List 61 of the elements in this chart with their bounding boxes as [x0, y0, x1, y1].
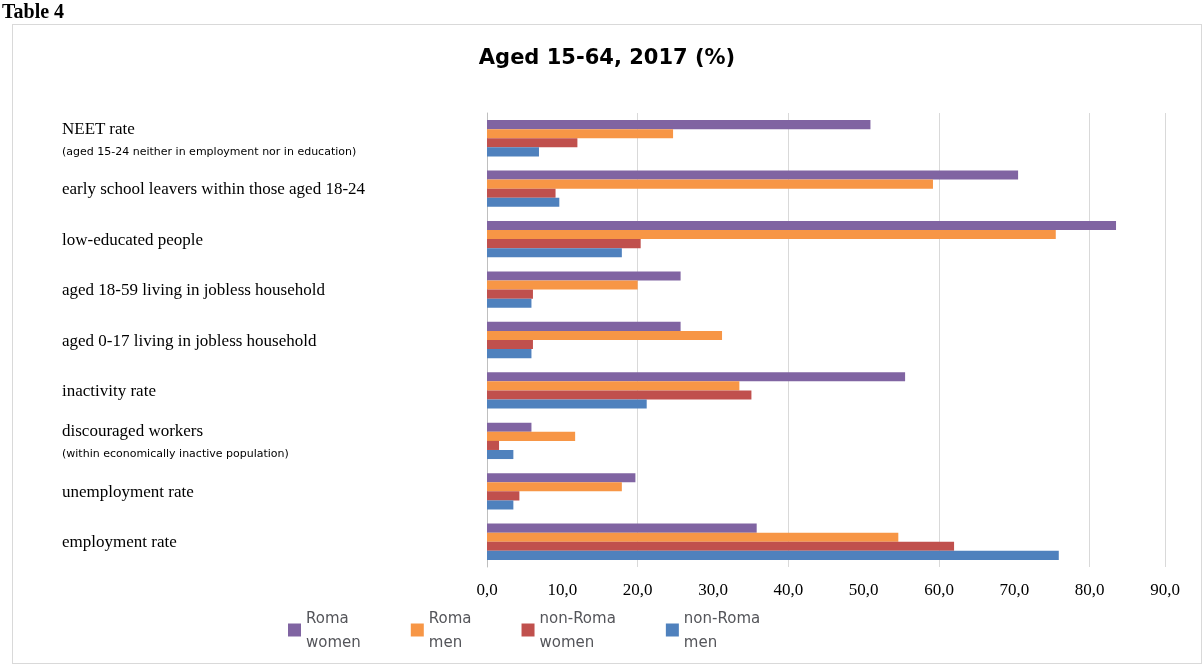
bar [487, 541, 955, 551]
bar [487, 422, 532, 432]
y-tick-label: NEET rate (aged 15-24 neither in employment nor in education) [62, 118, 357, 158]
bar [487, 197, 560, 207]
x-tick-label: 90,0 [1150, 580, 1180, 599]
bar [487, 138, 578, 148]
bar [487, 321, 681, 331]
y-tick-label: employment rate [62, 532, 177, 552]
bar [487, 248, 622, 258]
bar [487, 147, 539, 157]
y-tick-label: unemployment rate [62, 481, 194, 501]
x-tick-label: 10,0 [547, 580, 578, 599]
bar [487, 500, 514, 510]
x-tick-label: 60,0 [924, 580, 954, 599]
x-tick-label: 0,0 [476, 580, 498, 599]
bar [487, 550, 1059, 560]
y-tick-label: aged 18-59 living in jobless household [62, 280, 326, 300]
bar [487, 271, 681, 281]
bar [487, 523, 757, 533]
bar [487, 491, 520, 501]
legend-label: Roma women [306, 609, 361, 651]
legend-label: non-Roma women [539, 609, 616, 651]
bar [487, 532, 899, 542]
bar [487, 381, 740, 391]
legend-label: non-Roma men [683, 609, 761, 651]
bar [487, 239, 641, 249]
caption: Table 4 [2, 0, 65, 23]
bar [487, 482, 622, 492]
bar [487, 431, 576, 441]
bar [487, 129, 674, 139]
bar [487, 179, 933, 189]
bar [487, 340, 533, 350]
x-tick-label: 80,0 [1074, 580, 1105, 599]
bar [487, 330, 723, 340]
bar [487, 399, 647, 409]
bar [487, 170, 1019, 180]
y-tick-label: discouraged workers (within economically inactive population) [62, 421, 289, 461]
bar [487, 390, 752, 400]
x-tick-label: 30,0 [698, 580, 728, 599]
bar [487, 372, 906, 382]
chart-title: Aged 15-64, 2017 (%) [478, 44, 736, 69]
bar [487, 440, 500, 450]
bar [487, 449, 514, 460]
bar [487, 188, 556, 198]
y-tick-label: inactivity rate [62, 380, 156, 400]
x-tick-label: 50,0 [848, 580, 879, 599]
bar [487, 289, 533, 299]
bar [487, 298, 532, 308]
x-tick-label: 20,0 [622, 580, 653, 599]
y-tick-label: low-educated people [62, 229, 204, 249]
y-tick-label: early school leavers within those aged 18-24 [62, 179, 366, 199]
x-tick-label: 70,0 [999, 580, 1030, 599]
bar [487, 473, 636, 483]
legend-label: Roma men [428, 609, 472, 651]
bar [487, 220, 1117, 231]
bar [487, 280, 638, 290]
bar [487, 230, 1056, 240]
y-tick-label: aged 0-17 living in jobless household [62, 330, 317, 350]
x-tick-label: 40,0 [773, 580, 804, 599]
bar [487, 120, 871, 130]
bar [487, 349, 532, 359]
